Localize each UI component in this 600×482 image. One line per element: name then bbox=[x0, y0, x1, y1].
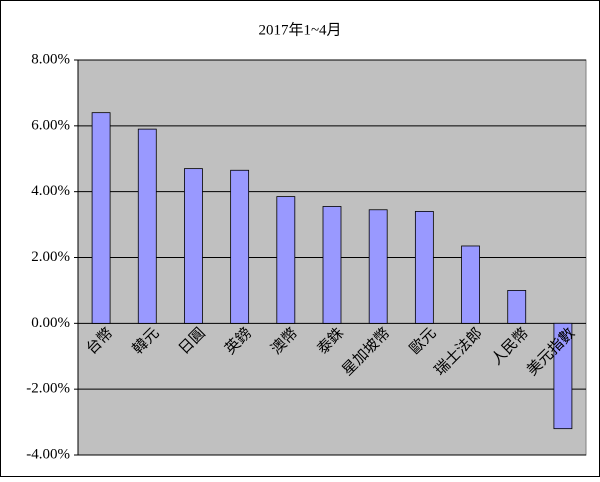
y-tick-label: 4.00% bbox=[31, 183, 70, 199]
y-tick-label: 2.00% bbox=[31, 249, 70, 265]
bar bbox=[91, 112, 111, 324]
bar bbox=[322, 206, 342, 324]
bar bbox=[184, 168, 203, 324]
bar bbox=[276, 196, 296, 324]
bar bbox=[137, 128, 157, 324]
bar bbox=[553, 322, 573, 430]
bar bbox=[368, 209, 388, 324]
y-tick-label: -4.00% bbox=[26, 446, 70, 462]
bar bbox=[507, 290, 527, 324]
bar bbox=[461, 245, 480, 324]
y-tick-label: 8.00% bbox=[31, 51, 70, 67]
chart-title: 2017年1~4月 bbox=[258, 21, 341, 38]
bar bbox=[230, 169, 250, 324]
y-tick-label: -2.00% bbox=[26, 381, 70, 397]
y-tick-label: 6.00% bbox=[31, 117, 70, 133]
y-tick-label: 0.00% bbox=[31, 315, 70, 331]
bar bbox=[414, 211, 434, 324]
